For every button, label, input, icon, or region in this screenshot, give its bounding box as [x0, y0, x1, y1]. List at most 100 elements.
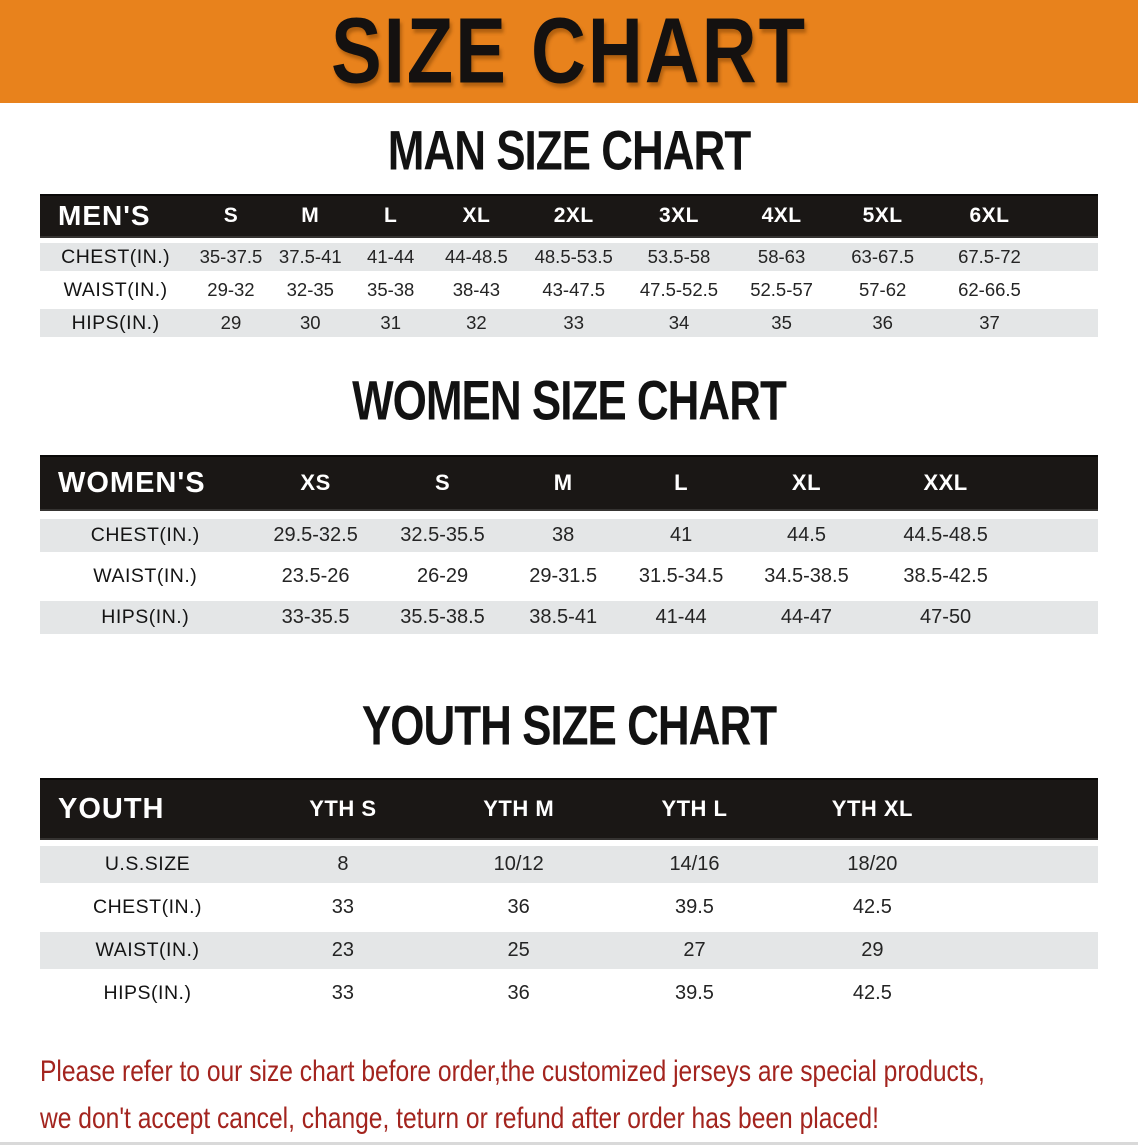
size-column-header: M — [504, 455, 622, 511]
size-column-header: XL — [431, 194, 522, 238]
measure-value: 41-44 — [349, 243, 432, 271]
measure-value: 25 — [430, 932, 607, 969]
measure-value: 33-35.5 — [250, 601, 381, 634]
measure-value: 44.5 — [740, 519, 873, 552]
measure-value: 38-43 — [431, 276, 522, 304]
measure-row: CHEST(IN.) 29.5-32.5 32.5-35.5 38 41 44.5 44.5… — [40, 519, 1098, 552]
measure-value: 62-66.5 — [933, 276, 1046, 304]
measure-value: 35 — [731, 309, 832, 337]
page-title: SIZE CHART — [331, 0, 807, 104]
measure-value: 58-63 — [731, 243, 832, 271]
measure-value: 39.5 — [606, 889, 783, 926]
measure-value: 42.5 — [782, 975, 963, 1012]
measure-value: 47-50 — [872, 601, 1019, 634]
size-column-header: 2XL — [521, 194, 627, 238]
measure-value: 23 — [254, 932, 431, 969]
row-filler — [1018, 519, 1098, 552]
row-filler — [1045, 243, 1098, 271]
measure-value: 32 — [431, 309, 522, 337]
measure-value: 30 — [270, 309, 350, 337]
size-column-header: YTH M — [430, 778, 607, 840]
measure-value: 27 — [606, 932, 783, 969]
youth-size-table: YOUTH YTH S YTH M YTH L YTH XL U.S.SIZE 8 10/12… — [40, 772, 1098, 1018]
measure-value: 42.5 — [782, 889, 963, 926]
measure-value: 63-67.5 — [831, 243, 934, 271]
size-column-header: M — [270, 194, 350, 238]
measure-value: 38.5-42.5 — [872, 560, 1019, 593]
measure-value: 10/12 — [430, 846, 607, 883]
measure-value: 47.5-52.5 — [626, 276, 732, 304]
row-filler — [962, 932, 1098, 969]
size-column-header: L — [349, 194, 432, 238]
measure-value: 34 — [626, 309, 732, 337]
header-filler — [1045, 194, 1098, 238]
measure-value: 36 — [430, 975, 607, 1012]
measure-row: HIPS(IN.) 29 30 31 32 33 34 35 36 37 — [40, 309, 1098, 337]
size-column-header: YTH L — [606, 778, 783, 840]
header-filler — [1018, 455, 1098, 511]
measure-value: 37.5-41 — [270, 243, 350, 271]
measure-value: 31 — [349, 309, 432, 337]
disclaimer-line-1: Please refer to our size chart before or… — [40, 1055, 985, 1088]
row-label: WAIST(IN.) — [40, 932, 255, 969]
measure-value: 31.5-34.5 — [621, 560, 741, 593]
row-filler — [1045, 276, 1098, 304]
row-label: U.S.SIZE — [40, 846, 255, 883]
row-label: HIPS(IN.) — [40, 975, 255, 1012]
size-column-header: S — [191, 194, 271, 238]
group-label: WOMEN'S — [40, 455, 251, 511]
row-label: WAIST(IN.) — [40, 560, 251, 593]
youth-section-heading: YOUTH SIZE CHART — [361, 695, 777, 758]
measure-row: WAIST(IN.) 29-32 32-35 35-38 38-43 43-47.5 47.… — [40, 276, 1098, 304]
row-filler — [962, 889, 1098, 926]
group-label: MEN'S — [40, 194, 192, 238]
row-label: CHEST(IN.) — [40, 519, 251, 552]
size-header-row: YOUTH YTH S YTH M YTH L YTH XL — [40, 778, 1098, 840]
measure-row: WAIST(IN.) 23.5-26 26-29 29-31.5 31.5-34.5 34… — [40, 560, 1098, 593]
measure-value: 8 — [254, 846, 431, 883]
measure-value: 29 — [782, 932, 963, 969]
measure-value: 29-31.5 — [504, 560, 622, 593]
measure-value: 41-44 — [621, 601, 741, 634]
measure-value: 38.5-41 — [504, 601, 622, 634]
size-chart-banner: SIZE CHART — [0, 0, 1138, 103]
measure-value: 29 — [191, 309, 271, 337]
men-size-table: MEN'S S M L XL 2XL 3XL 4XL 5XL 6XL CHEST(IN.) 35-37… — [40, 189, 1098, 342]
measure-value: 14/16 — [606, 846, 783, 883]
measure-value: 37 — [933, 309, 1046, 337]
measure-value: 48.5-53.5 — [521, 243, 627, 271]
women-size-table: WOMEN'S XS S M L XL XXL CHEST(IN.) 29.5-32.5 32.5… — [40, 447, 1098, 642]
measure-value: 29.5-32.5 — [250, 519, 381, 552]
measure-value: 44.5-48.5 — [872, 519, 1019, 552]
measure-value: 35-37.5 — [191, 243, 271, 271]
measure-value: 32.5-35.5 — [380, 519, 505, 552]
size-column-header: L — [621, 455, 741, 511]
size-column-header: XS — [250, 455, 381, 511]
measure-row: CHEST(IN.) 35-37.5 37.5-41 41-44 44-48.5 48.5… — [40, 243, 1098, 271]
disclaimer-line-2: we don't accept cancel, change, teturn o… — [40, 1102, 879, 1135]
measure-value: 41 — [621, 519, 741, 552]
row-label: WAIST(IN.) — [40, 276, 192, 304]
group-label: YOUTH — [40, 778, 255, 840]
measure-value: 32-35 — [270, 276, 350, 304]
man-section-heading: MAN SIZE CHART — [387, 120, 751, 183]
size-column-header: XXL — [872, 455, 1019, 511]
measure-value: 35.5-38.5 — [380, 601, 505, 634]
size-column-header: 6XL — [933, 194, 1046, 238]
measure-row: CHEST(IN.) 33 36 39.5 42.5 — [40, 889, 1098, 926]
measure-value: 36 — [831, 309, 934, 337]
measure-value: 53.5-58 — [626, 243, 732, 271]
measure-value: 18/20 — [782, 846, 963, 883]
measure-value: 23.5-26 — [250, 560, 381, 593]
measure-value: 57-62 — [831, 276, 934, 304]
measure-value: 52.5-57 — [731, 276, 832, 304]
size-header-row: MEN'S S M L XL 2XL 3XL 4XL 5XL 6XL — [40, 194, 1098, 238]
measure-value: 26-29 — [380, 560, 505, 593]
measure-row: HIPS(IN.) 33 36 39.5 42.5 — [40, 975, 1098, 1012]
measure-value: 36 — [430, 889, 607, 926]
row-label: CHEST(IN.) — [40, 889, 255, 926]
measure-value: 44-48.5 — [431, 243, 522, 271]
disclaimer: Please refer to our size chart before or… — [0, 1048, 1138, 1142]
size-column-header: 5XL — [831, 194, 934, 238]
row-filler — [1045, 309, 1098, 337]
